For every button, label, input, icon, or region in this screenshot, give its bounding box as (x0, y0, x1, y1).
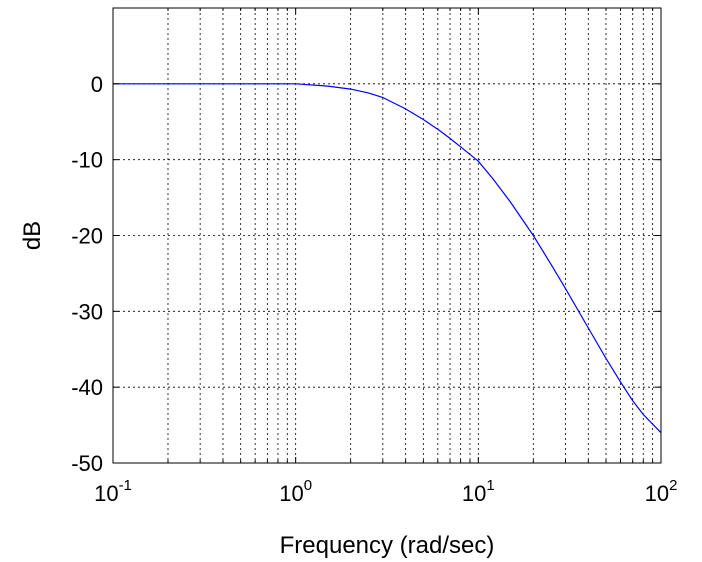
y-tick-label: -40 (71, 375, 103, 400)
x-tick-label: 101 (462, 477, 495, 506)
y-tick-label: -20 (71, 224, 103, 249)
y-tick-label: -50 (71, 451, 103, 476)
x-tick-label: 100 (279, 477, 312, 506)
x-tick-label: 10-1 (94, 477, 132, 506)
y-tick-labels: 0 -10 -20 -30 -40 -50 (71, 72, 103, 476)
x-axis-label: Frequency (rad/sec) (280, 532, 495, 559)
series-line (113, 83, 662, 434)
x-tick-label: 102 (645, 477, 678, 506)
y-tick-label: -30 (71, 299, 103, 324)
x-tick-labels: 10-1 100 101 102 (94, 477, 677, 506)
y-tick-label: 0 (91, 72, 103, 97)
tick-marks (113, 8, 661, 464)
y-tick-label: -10 (71, 148, 103, 173)
series-group (113, 83, 662, 434)
y-axis-label: dB (19, 221, 46, 250)
